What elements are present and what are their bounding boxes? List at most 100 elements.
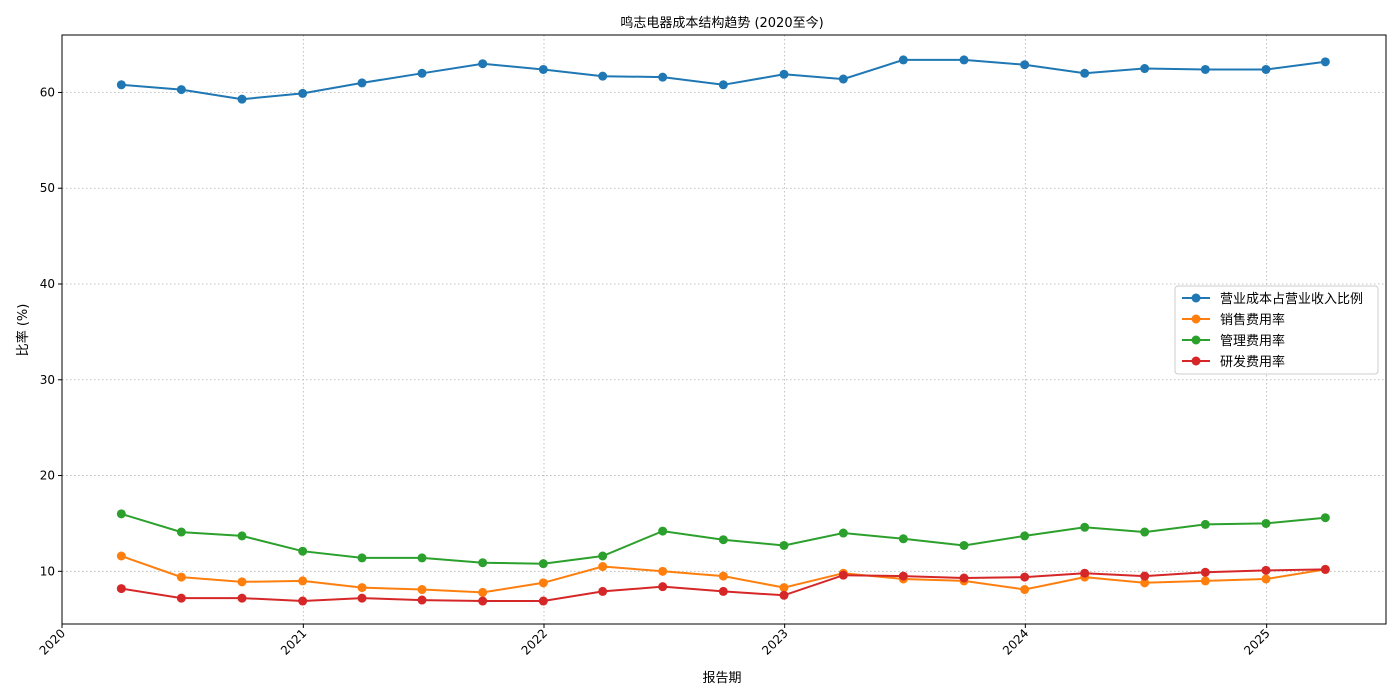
y-tick-label: 50 xyxy=(40,181,55,195)
series-2 xyxy=(116,509,1330,569)
y-tick-label: 10 xyxy=(40,564,55,578)
data-point xyxy=(357,583,367,593)
data-point xyxy=(538,596,548,606)
data-point xyxy=(357,78,367,88)
data-point xyxy=(1261,574,1271,584)
data-point xyxy=(1080,568,1090,578)
data-point xyxy=(1080,522,1090,532)
data-point xyxy=(838,528,848,538)
legend-item: 营业成本占营业收入比例 xyxy=(1182,292,1363,307)
data-point xyxy=(176,593,186,603)
data-point xyxy=(1200,64,1210,74)
series-0 xyxy=(116,55,1330,104)
data-point xyxy=(598,586,608,596)
data-point xyxy=(1140,578,1150,588)
chart-title: 鸣志电器成本结构趋势 (2020至今) xyxy=(620,15,823,31)
data-point xyxy=(417,595,427,605)
data-point xyxy=(417,585,427,595)
series-3 xyxy=(116,564,1330,606)
y-axis-label: 比率 (%) xyxy=(15,304,31,357)
x-tick-label: 2025 xyxy=(1241,626,1272,657)
data-point xyxy=(176,85,186,95)
data-point xyxy=(538,578,548,588)
legend-marker xyxy=(1191,356,1201,366)
data-point xyxy=(417,553,427,563)
data-point xyxy=(298,88,308,98)
data-point xyxy=(598,71,608,81)
data-point xyxy=(237,94,247,104)
data-point xyxy=(959,573,969,583)
y-tick-label: 60 xyxy=(40,85,55,99)
data-point xyxy=(417,68,427,78)
data-point xyxy=(779,590,789,600)
data-point xyxy=(1261,565,1271,575)
data-point xyxy=(718,80,728,90)
data-point xyxy=(898,571,908,581)
data-point xyxy=(357,593,367,603)
data-point xyxy=(598,562,608,572)
data-point xyxy=(357,553,367,563)
data-point xyxy=(1140,64,1150,74)
data-point xyxy=(718,535,728,545)
legend-marker xyxy=(1191,335,1201,345)
x-tick-label: 2020 xyxy=(37,626,68,657)
data-point xyxy=(898,534,908,544)
data-point xyxy=(898,55,908,65)
data-point xyxy=(1020,60,1030,70)
data-point xyxy=(116,509,126,519)
data-point xyxy=(1200,576,1210,586)
x-tick-label: 2021 xyxy=(278,626,309,657)
data-point xyxy=(658,72,668,82)
data-point xyxy=(176,572,186,582)
data-point xyxy=(718,586,728,596)
data-point xyxy=(959,540,969,550)
data-point xyxy=(598,551,608,561)
data-point xyxy=(779,540,789,550)
data-point xyxy=(298,546,308,556)
series-layer xyxy=(116,55,1330,606)
data-point xyxy=(1140,571,1150,581)
data-point xyxy=(1200,567,1210,577)
data-point xyxy=(1261,518,1271,528)
legend-label: 销售费用率 xyxy=(1220,312,1285,328)
data-point xyxy=(658,526,668,536)
data-point xyxy=(478,59,488,69)
data-point xyxy=(298,596,308,606)
x-tick-label: 2022 xyxy=(519,626,550,657)
data-point xyxy=(1320,513,1330,523)
data-point xyxy=(658,582,668,592)
data-point xyxy=(237,531,247,541)
data-point xyxy=(1261,64,1271,74)
y-tick-label: 20 xyxy=(40,469,55,483)
x-axis-label: 报告期 xyxy=(702,671,741,686)
x-tick-label: 2023 xyxy=(759,626,790,657)
data-point xyxy=(298,576,308,586)
data-point xyxy=(237,593,247,603)
legend-item: 管理费用率 xyxy=(1182,333,1285,349)
data-point xyxy=(1020,572,1030,582)
legend-label: 管理费用率 xyxy=(1220,333,1285,349)
y-tick-label: 40 xyxy=(40,277,55,291)
data-point xyxy=(116,584,126,594)
data-point xyxy=(1080,68,1090,78)
data-point xyxy=(116,80,126,90)
data-point xyxy=(1020,531,1030,541)
data-point xyxy=(1320,564,1330,574)
legend-label: 研发费用率 xyxy=(1220,354,1285,370)
y-tick-label: 30 xyxy=(40,373,55,387)
data-point xyxy=(538,64,548,74)
x-tick-label: 2024 xyxy=(1000,626,1031,657)
data-point xyxy=(478,587,488,597)
legend-item: 销售费用率 xyxy=(1182,312,1285,328)
data-point xyxy=(478,596,488,606)
data-point xyxy=(718,571,728,581)
legend-box xyxy=(1174,285,1379,375)
plot-frame xyxy=(61,34,1387,625)
data-point xyxy=(116,551,126,561)
legend-marker xyxy=(1191,314,1201,324)
data-point xyxy=(779,69,789,79)
data-point xyxy=(838,570,848,580)
data-point xyxy=(658,566,668,576)
